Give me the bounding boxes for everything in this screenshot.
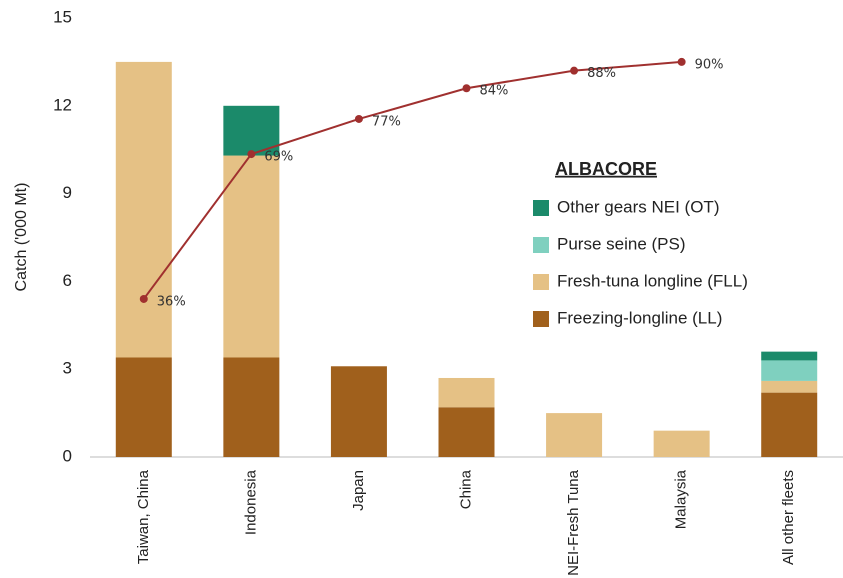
bar-segment: [223, 357, 280, 457]
bar-segment: [546, 413, 603, 457]
bar-segment: [115, 61, 172, 358]
bar-segment: [330, 366, 387, 457]
legend-swatch: [533, 200, 549, 216]
y-tick-label: 0: [63, 446, 72, 465]
data-label: 84%: [480, 84, 509, 99]
legend-label: Fresh-tuna longline (FLL): [557, 271, 748, 290]
legend-label: Purse seine (PS): [557, 234, 686, 253]
legend-title: ALBACORE: [555, 159, 657, 179]
legend-swatch: [533, 237, 549, 253]
legend-swatch: [533, 311, 549, 327]
bar-segment: [653, 430, 710, 457]
bar-segment: [761, 380, 818, 393]
y-axis-label: Catch ('000 Mt): [13, 183, 30, 292]
y-tick-label: 9: [63, 183, 72, 202]
x-tick-label: China: [457, 469, 474, 509]
y-tick-label: 6: [63, 271, 72, 290]
data-label: 77%: [372, 114, 401, 129]
y-tick-label: 15: [53, 7, 72, 26]
bar-segment: [438, 377, 495, 408]
x-tick-label: Japan: [350, 470, 367, 511]
line: [142, 60, 682, 300]
data-label: 88%: [587, 66, 616, 81]
line-point: [247, 150, 256, 159]
x-tick-label: Malaysia: [673, 469, 690, 529]
line-point: [570, 66, 579, 75]
legend-label: Freezing-longline (LL): [557, 308, 722, 327]
x-tick-label: NEI-Fresh Tuna: [565, 469, 582, 576]
bar-segment: [115, 357, 172, 457]
x-tick-label: Indonesia: [242, 469, 259, 535]
bar-segment: [761, 392, 818, 457]
y-tick-label: 3: [63, 359, 72, 378]
legend-swatch: [533, 274, 549, 290]
data-label: 36%: [157, 294, 186, 309]
line-point: [139, 294, 148, 303]
bar-segment: [223, 155, 280, 358]
y-tick-label: 12: [53, 95, 72, 114]
legend-label: Other gears NEI (OT): [557, 197, 719, 216]
line-point: [462, 84, 471, 93]
line-point: [677, 57, 686, 66]
line-point: [354, 114, 363, 123]
bar-segment: [438, 407, 495, 457]
data-label: 69%: [264, 150, 293, 165]
data-label: 90%: [695, 57, 724, 72]
bar-segment: [761, 360, 818, 381]
bar-segment: [761, 351, 818, 361]
x-tick-label: All other fleets: [780, 470, 797, 565]
x-tick-label: Taiwan, China: [135, 469, 152, 564]
